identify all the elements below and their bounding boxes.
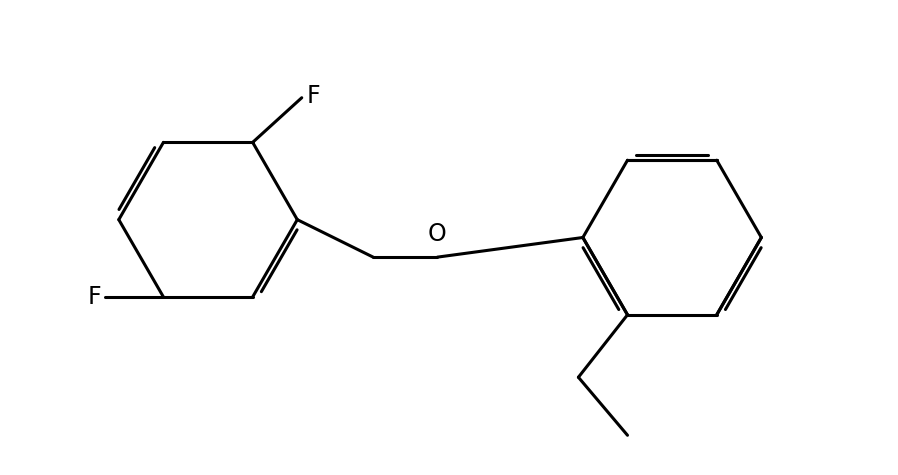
Text: F: F bbox=[306, 84, 320, 108]
Text: O: O bbox=[428, 222, 447, 247]
Text: F: F bbox=[87, 285, 101, 309]
